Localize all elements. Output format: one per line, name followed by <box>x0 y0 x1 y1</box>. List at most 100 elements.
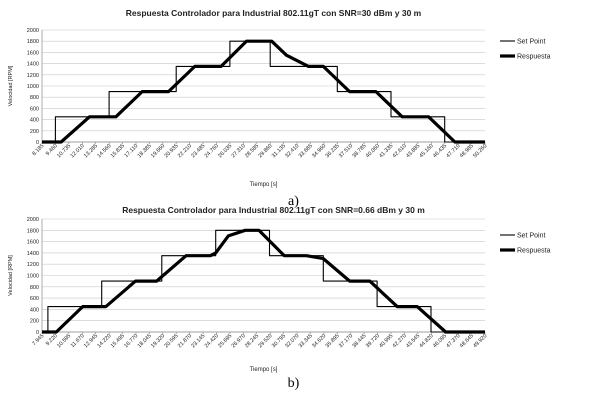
x-tick-label: 29.520 <box>257 333 273 349</box>
y-tick-label: 1200 <box>27 73 39 79</box>
x-tick-label: 25.695 <box>217 333 233 349</box>
x-tick-label: 34.620 <box>311 333 327 349</box>
legend-label-set-point: Set Point <box>517 233 545 240</box>
legend-label-set-point: Set Point <box>517 39 545 46</box>
x-tick-label: 47.710 <box>445 143 461 159</box>
x-tick-label: 16.770 <box>123 333 139 349</box>
x-tick-label: 50.260 <box>472 143 488 159</box>
x-tick-label: 18.385 <box>137 143 153 159</box>
chart-title: Respuesta Controlador para Industrial 80… <box>122 205 425 215</box>
x-tick-label: 46.435 <box>432 143 448 159</box>
x-axis-label: Tiempo [s] <box>250 182 278 188</box>
x-axis-label: Tiempo [s] <box>250 367 278 373</box>
x-tick-label: 46.095 <box>432 333 448 349</box>
y-tick-label: 1400 <box>27 251 39 257</box>
x-tick-label: 10.595 <box>56 333 72 349</box>
y-tick-label: 1800 <box>27 228 39 234</box>
x-tick-label: 29.860 <box>257 143 273 159</box>
x-tick-label: 49.920 <box>472 333 488 349</box>
legend-label-respuesta: Respuesta <box>517 54 551 61</box>
y-tick-label: 1600 <box>27 240 39 246</box>
y-tick-label: 400 <box>30 118 39 124</box>
y-tick-label: 600 <box>30 106 39 112</box>
x-tick-label: 21.870 <box>177 333 193 349</box>
y-tick-label: 1400 <box>27 62 39 68</box>
y-tick-label: 1800 <box>27 39 39 45</box>
x-tick-label: 48.645 <box>459 333 475 349</box>
x-tick-label: 42.270 <box>392 333 408 349</box>
x-tick-label: 34.960 <box>311 143 327 159</box>
x-tick-label: 32.070 <box>284 333 300 349</box>
x-tick-label: 45.160 <box>419 143 435 159</box>
x-tick-label: 36.235 <box>325 143 341 159</box>
x-tick-label: 48.985 <box>459 143 475 159</box>
y-tick-label: 2000 <box>27 28 39 34</box>
x-tick-label: 26.035 <box>217 143 233 159</box>
x-tick-label: 15.495 <box>110 333 126 349</box>
x-tick-label: 35.895 <box>325 333 341 349</box>
x-tick-label: 38.445 <box>351 333 367 349</box>
x-tick-label: 12.010 <box>70 143 86 159</box>
x-tick-label: 44.820 <box>419 333 435 349</box>
x-tick-label: 41.335 <box>378 143 394 159</box>
chart-a: Respuesta Controlador para Industrial 80… <box>8 8 551 209</box>
x-tick-label: 24.420 <box>204 333 220 349</box>
series-line-set-point <box>42 40 485 143</box>
x-tick-label: 40.060 <box>365 143 381 159</box>
x-tick-label: 12.945 <box>83 333 99 349</box>
x-tick-label: 43.545 <box>405 333 421 349</box>
y-tick-label: 0 <box>36 330 39 336</box>
x-tick-label: 43.885 <box>405 143 421 159</box>
y-tick-label: 200 <box>30 319 39 325</box>
x-tick-label: 30.795 <box>271 333 287 349</box>
x-tick-label: 23.485 <box>190 143 206 159</box>
x-tick-label: 47.370 <box>445 333 461 349</box>
x-tick-label: 31.135 <box>271 143 287 159</box>
x-tick-label: 13.285 <box>83 143 99 159</box>
figure-caption: b) <box>288 376 300 391</box>
x-tick-label: 38.785 <box>351 143 367 159</box>
x-tick-label: 22.210 <box>177 143 193 159</box>
y-axis-label: Velocidad [RPM] <box>8 65 14 106</box>
y-tick-label: 800 <box>30 95 39 101</box>
y-tick-label: 400 <box>30 307 39 313</box>
chart-title: Respuesta Controlador para Industrial 80… <box>126 8 422 18</box>
x-tick-label: 8.185 <box>31 143 45 157</box>
x-tick-label: 37.510 <box>338 143 354 159</box>
x-tick-label: 32.410 <box>284 143 300 159</box>
y-axis-label: Velocidad [RPM] <box>8 255 14 296</box>
chart-b: Respuesta Controlador para Industrial 80… <box>8 205 551 391</box>
series-line-respuesta <box>42 39 485 144</box>
y-tick-label: 1000 <box>27 274 39 280</box>
y-tick-label: 1600 <box>27 50 39 56</box>
x-tick-label: 27.310 <box>231 143 247 159</box>
legend-label-respuesta: Respuesta <box>517 248 551 255</box>
x-tick-label: 26.970 <box>231 333 247 349</box>
x-tick-label: 24.760 <box>204 143 220 159</box>
x-tick-label: 7.945 <box>31 333 45 347</box>
y-tick-label: 1200 <box>27 262 39 268</box>
x-tick-label: 15.835 <box>110 143 126 159</box>
series-line-set-point <box>42 229 485 333</box>
x-tick-label: 39.720 <box>365 333 381 349</box>
x-tick-label: 14.560 <box>96 143 112 159</box>
x-tick-label: 19.660 <box>150 143 166 159</box>
x-tick-label: 18.045 <box>137 333 153 349</box>
figure-caption: a) <box>288 194 299 209</box>
x-tick-label: 42.610 <box>392 143 408 159</box>
y-tick-label: 800 <box>30 285 39 291</box>
x-tick-label: 10.735 <box>56 143 72 159</box>
x-tick-label: 14.220 <box>96 333 112 349</box>
y-tick-label: 2000 <box>27 217 39 223</box>
y-tick-label: 1000 <box>27 84 39 90</box>
x-tick-label: 33.345 <box>298 333 314 349</box>
x-tick-label: 28.245 <box>244 333 260 349</box>
y-tick-label: 600 <box>30 296 39 302</box>
x-tick-label: 20.935 <box>164 143 180 159</box>
series-line-respuesta <box>42 228 485 334</box>
y-tick-label: 200 <box>30 129 39 135</box>
x-tick-label: 20.595 <box>164 333 180 349</box>
x-tick-label: 23.145 <box>190 333 206 349</box>
x-tick-label: 40.995 <box>378 333 394 349</box>
